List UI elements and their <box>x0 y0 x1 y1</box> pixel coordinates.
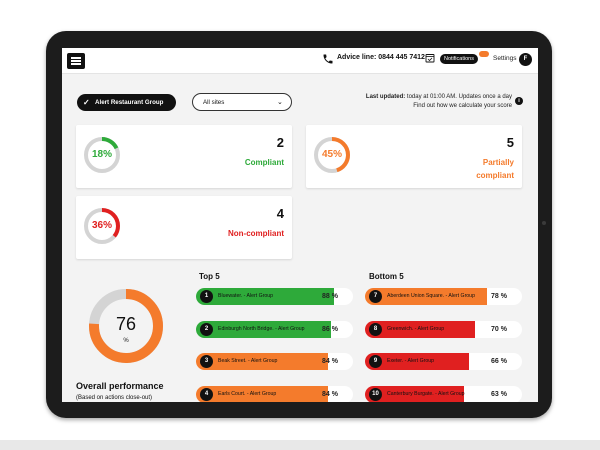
bar-fill <box>365 320 475 338</box>
bar-fill <box>196 353 328 370</box>
compliant-count: 2 <box>276 135 284 150</box>
compliant-arc <box>84 137 120 173</box>
bar-fill <box>196 385 328 402</box>
advice-line: Advice line: 0844 445 7412 <box>337 54 425 61</box>
compliant-ring <box>84 137 120 173</box>
overall-performance-unit: % <box>123 338 129 344</box>
rank-badge: 2 <box>200 322 213 336</box>
non-compliant-ring <box>84 208 120 244</box>
site-percent: 86 % <box>322 325 338 333</box>
overall-performance-title: Overall performance <box>76 381 164 391</box>
partially-compliant-percent: 45% <box>321 149 342 160</box>
bar-fill <box>196 288 334 305</box>
avatar[interactable]: F <box>519 53 532 66</box>
partially-compliant-card[interactable]: 45% 5 Partially compliant <box>306 125 522 188</box>
site-name: Canterbury Burgate. - Alert Group <box>387 390 465 397</box>
partially-compliant-label-line1: Partially <box>482 158 514 167</box>
group-label: Alert Restaurant Group <box>95 99 164 106</box>
last-updated-label: Last updated: <box>365 94 406 100</box>
site-percent: 84 % <box>322 358 338 365</box>
top-bar: Advice line: 0844 445 7412 Notifications… <box>62 48 538 74</box>
rank-badge: 4 <box>200 387 213 401</box>
background-floor <box>0 440 600 450</box>
partially-compliant-ring <box>314 137 350 173</box>
site-name: Edinburgh North Bridge. - Alert Group <box>218 325 305 332</box>
top5-row[interactable]: 2 Edinburgh North Bridge. - Alert Group 86… <box>196 320 353 338</box>
bottom5-title: Bottom 5 <box>369 272 404 281</box>
bar-fill <box>365 385 464 402</box>
phone-icon <box>323 54 333 64</box>
dashboard-screen: Advice line: 0844 445 7412 Notifications… <box>62 48 538 402</box>
site-name: Earls Court. - Alert Group <box>218 390 277 397</box>
check-icon: ✓ <box>83 98 90 107</box>
site-percent: 66 % <box>491 358 507 365</box>
partially-compliant-arc <box>314 137 350 173</box>
non-compliant-card[interactable]: 36% 4 Non-compliant <box>76 196 292 259</box>
update-info: Last updated: today at 01:00 AM. Updates… <box>342 93 512 111</box>
rank-badge: 3 <box>200 355 213 368</box>
site-name: Beak Street. - Alert Group <box>218 358 278 364</box>
top5-row[interactable]: 3 Beak Street. - Alert Group 84 % <box>196 353 353 370</box>
site-percent: 63 % <box>491 390 507 398</box>
rank-badge: 1 <box>200 290 213 303</box>
overall-performance-subtitle: (Based on actions close-out) <box>76 395 153 401</box>
last-updated-line: Last updated: today at 01:00 AM. Updates… <box>342 93 512 102</box>
chevron-down-icon: ⌄ <box>277 99 283 106</box>
bar-fill <box>365 288 487 305</box>
site-select-value: All sites <box>203 99 225 106</box>
last-updated-text: today at 01:00 AM. Updates once a day <box>406 94 512 100</box>
non-compliant-arc <box>84 208 120 244</box>
rank-badge: 8 <box>369 322 382 336</box>
bar-fill <box>365 353 469 370</box>
bottom5-row[interactable]: 9 Exeter. - Alert Group 66 % <box>365 353 522 370</box>
non-compliant-percent: 36% <box>91 220 112 231</box>
overall-performance-value: 76 <box>115 314 137 334</box>
top5-row[interactable]: 1 Bluewater. - Alert Group 88 % <box>196 288 353 305</box>
info-icon[interactable]: i <box>515 97 523 105</box>
compliant-label: Compliant <box>244 158 284 167</box>
compliant-percent: 18% <box>91 149 112 160</box>
bar-fill <box>196 320 331 338</box>
site-name: Aberdeen Union Square. - Alert Group <box>387 293 475 299</box>
site-name: Greenwich. - Alert Group <box>387 325 445 332</box>
overall-performance-arc <box>89 289 163 363</box>
bottom5-row[interactable]: 8 Greenwich. - Alert Group 70 % <box>365 320 522 338</box>
top5-title: Top 5 <box>199 272 220 281</box>
menu-icon[interactable] <box>67 53 85 69</box>
score-link[interactable]: Find out how we calculate your score <box>413 103 512 109</box>
site-percent: 84 % <box>322 390 338 398</box>
partially-compliant-count: 5 <box>506 135 514 150</box>
tablet-camera <box>542 221 546 225</box>
site-name: Exeter. - Alert Group <box>387 358 434 364</box>
bottom5-row[interactable]: 10 Canterbury Burgate. - Alert Group 63 % <box>365 385 522 402</box>
rank-badge: 10 <box>369 387 382 401</box>
site-select[interactable]: All sites ⌄ <box>192 93 292 111</box>
site-percent: 70 % <box>491 325 507 333</box>
calendar-icon[interactable] <box>425 53 435 63</box>
top5-row[interactable]: 4 Earls Court. - Alert Group 84 % <box>196 385 353 402</box>
notifications-button[interactable]: Notifications <box>440 54 478 64</box>
compliant-card[interactable]: 18% 2 Compliant <box>76 125 292 188</box>
site-name: Bluewater. - Alert Group <box>218 293 274 299</box>
rank-badge: 9 <box>369 355 382 368</box>
bottom5-row[interactable]: 7 Aberdeen Union Square. - Alert Group 78 … <box>365 288 522 305</box>
site-percent: 88 % <box>322 293 338 300</box>
overall-performance-ring <box>89 289 163 363</box>
settings-link[interactable]: Settings <box>493 55 517 62</box>
notifications-badge <box>479 51 489 57</box>
partially-compliant-label-line2: compliant <box>476 171 514 180</box>
site-percent: 78 % <box>491 293 507 300</box>
non-compliant-count: 4 <box>276 206 284 221</box>
rank-badge: 7 <box>369 290 382 303</box>
group-selector-button[interactable]: ✓ Alert Restaurant Group <box>77 94 176 111</box>
non-compliant-label: Non-compliant <box>228 229 284 238</box>
